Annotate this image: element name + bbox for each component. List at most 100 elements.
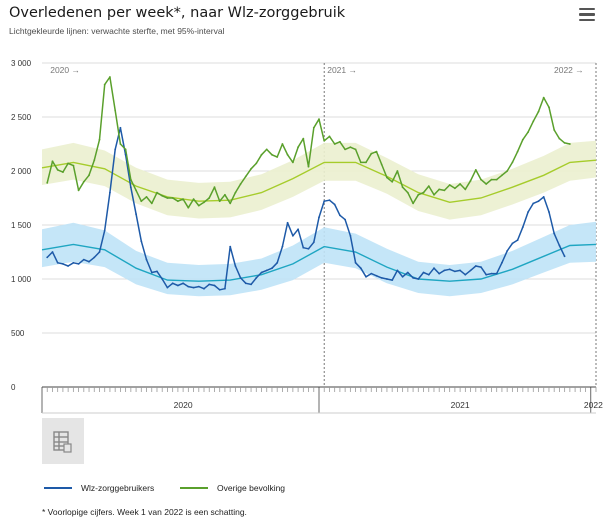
data-point-overige — [297, 146, 299, 149]
data-point-wlz — [469, 269, 472, 272]
legend-label-wlz: Wlz-zorggebruikers — [81, 483, 155, 493]
data-point-wlz — [537, 200, 540, 203]
data-point-wlz — [203, 287, 205, 290]
data-point-overige — [197, 204, 200, 207]
data-point-wlz — [103, 229, 106, 232]
data-point-overige — [521, 138, 524, 141]
data-point-wlz — [166, 286, 169, 289]
data-point-overige — [506, 170, 509, 172]
year-marker-label: 2021 → — [327, 65, 357, 75]
data-point-overige — [171, 197, 174, 199]
data-point-overige — [323, 139, 326, 142]
data-point-wlz — [391, 279, 394, 281]
data-point-wlz — [177, 284, 179, 287]
data-point-overige — [103, 83, 106, 86]
data-point-overige — [417, 193, 420, 196]
legend-line-overige — [180, 487, 208, 489]
data-point-overige — [177, 200, 179, 203]
hamburger-menu-icon[interactable] — [579, 8, 595, 22]
data-point-overige — [93, 159, 96, 162]
data-point-wlz — [433, 267, 435, 270]
data-point-wlz — [93, 256, 96, 259]
data-point-wlz — [459, 269, 461, 272]
data-point-overige — [114, 109, 117, 112]
data-point-overige — [511, 161, 514, 164]
data-point-wlz — [260, 271, 263, 274]
data-point-overige — [140, 200, 143, 203]
data-point-wlz — [527, 211, 529, 213]
data-point-wlz — [443, 269, 446, 272]
data-point-wlz — [182, 282, 185, 285]
data-point-overige — [542, 96, 545, 99]
data-point-wlz — [448, 268, 451, 271]
data-point-wlz — [422, 271, 425, 274]
data-point-wlz — [506, 250, 509, 252]
data-point-overige — [537, 110, 540, 113]
data-point-wlz — [339, 214, 341, 217]
legend-item-overige[interactable]: Overige bevolking — [180, 483, 285, 493]
data-point-wlz — [485, 273, 488, 276]
data-point-overige — [161, 194, 164, 197]
expected-line-overige — [41, 159, 597, 204]
data-point-overige — [469, 179, 472, 182]
data-point-overige — [563, 142, 566, 144]
data-point-wlz — [370, 272, 373, 275]
data-point-wlz — [234, 265, 237, 267]
data-point-wlz — [109, 191, 111, 194]
data-point-wlz — [224, 287, 226, 290]
data-point-overige — [281, 143, 284, 145]
data-point-wlz — [82, 258, 85, 261]
data-points — [46, 76, 571, 291]
data-point-overige — [401, 186, 404, 189]
data-point-overige — [67, 162, 69, 165]
data-point-wlz — [161, 278, 164, 280]
data-point-wlz — [375, 274, 378, 277]
data-point-overige — [213, 186, 216, 189]
legend-item-wlz[interactable]: Wlz-zorggebruikers — [44, 483, 154, 493]
data-point-overige — [438, 188, 441, 191]
data-point-wlz — [46, 256, 49, 259]
data-point-overige — [454, 187, 456, 190]
data-point-overige — [333, 143, 336, 145]
data-point-overige — [318, 118, 320, 121]
data-point-wlz — [380, 277, 383, 279]
data-point-wlz — [140, 240, 143, 243]
data-point-wlz — [208, 283, 211, 286]
data-point-wlz — [532, 202, 535, 205]
data-point-wlz — [417, 278, 420, 280]
data-point-wlz — [124, 153, 127, 156]
interval-band-wlz — [42, 221, 596, 297]
data-point-wlz — [495, 272, 498, 275]
data-point-wlz — [218, 288, 221, 291]
data-point-overige — [182, 198, 185, 201]
data-point-wlz — [511, 242, 514, 245]
y-tick-label: 1 000 — [11, 275, 32, 284]
data-point-overige — [260, 153, 263, 156]
data-point-overige — [339, 140, 341, 143]
series-line-wlz — [46, 127, 566, 291]
data-table-button[interactable] — [42, 418, 84, 464]
data-point-wlz — [62, 263, 64, 265]
data-point-wlz — [213, 284, 216, 287]
data-point-wlz — [542, 196, 545, 198]
data-point-wlz — [72, 261, 75, 264]
data-point-wlz — [501, 261, 503, 264]
data-point-wlz — [187, 285, 190, 288]
data-point-wlz — [438, 272, 441, 275]
data-point-overige — [250, 167, 253, 170]
y-tick-label: 500 — [11, 329, 25, 338]
data-point-overige — [448, 184, 451, 186]
data-point-overige — [495, 178, 498, 181]
footnote: * Voorlopige cijfers. Week 1 van 2022 is… — [42, 507, 247, 517]
data-point-wlz — [558, 244, 561, 247]
data-point-wlz — [197, 285, 200, 288]
data-point-overige — [276, 156, 279, 158]
data-point-overige — [119, 143, 122, 145]
data-point-overige — [443, 189, 446, 192]
data-point-wlz — [548, 211, 550, 213]
data-point-wlz — [51, 251, 54, 253]
data-point-overige — [98, 138, 101, 141]
table-icon — [53, 431, 72, 453]
expected-lines — [41, 159, 597, 282]
data-point-overige — [370, 152, 373, 155]
